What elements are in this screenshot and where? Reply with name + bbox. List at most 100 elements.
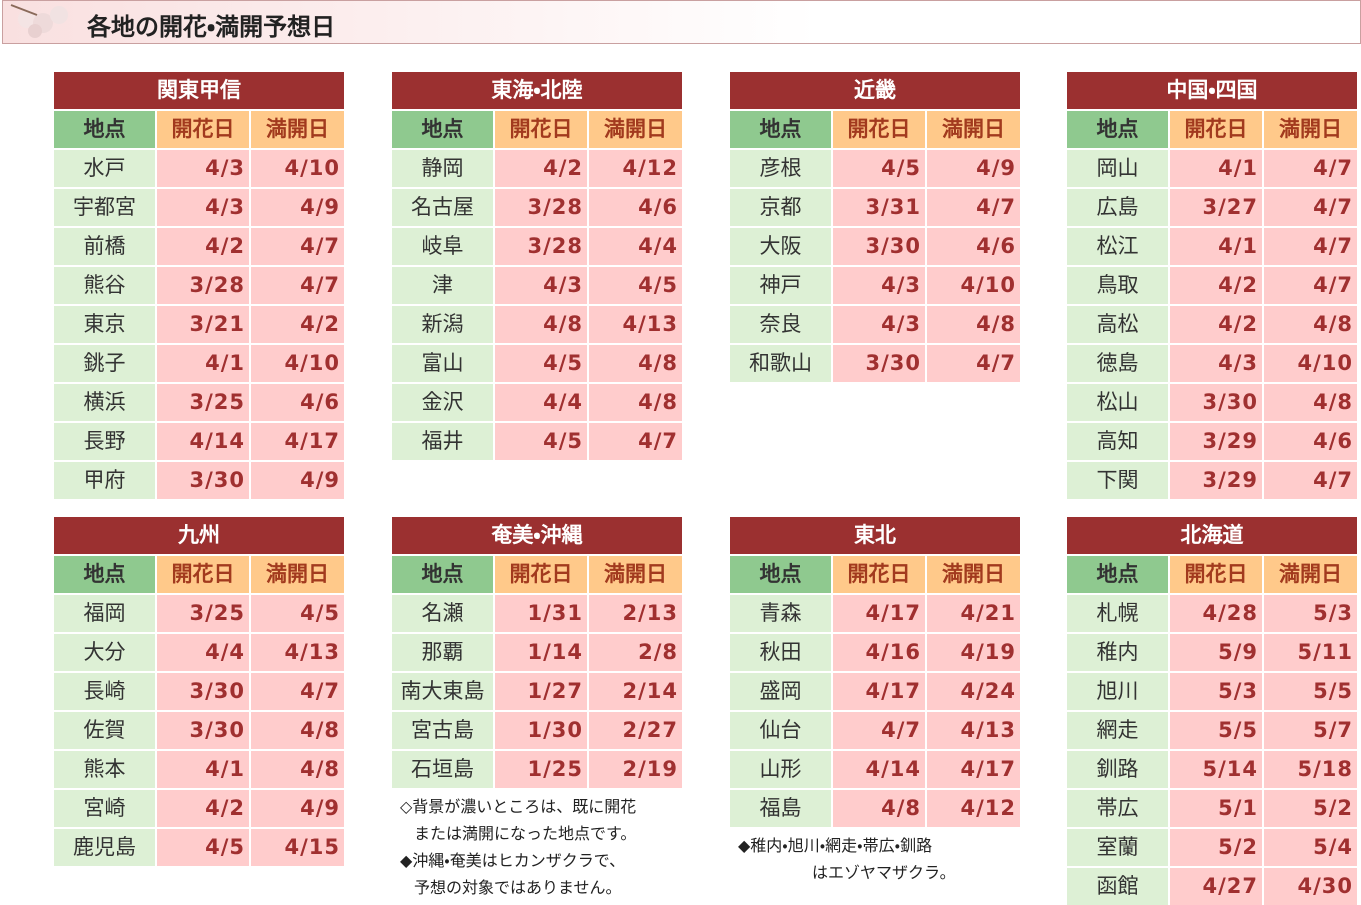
- date-cell: 4/17: [927, 751, 1020, 788]
- date-cell: 3/30: [833, 228, 925, 265]
- date-cell: 3/30: [157, 712, 249, 749]
- date-cell: 4/14: [833, 751, 925, 788]
- date-cell: 4/7: [1264, 189, 1357, 226]
- date-cell: 4/2: [157, 790, 249, 827]
- date-cell: 4/8: [927, 306, 1020, 343]
- date-cell: 4/1: [1170, 150, 1262, 187]
- date-cell: 2/13: [589, 595, 682, 632]
- location-cell: 静岡: [392, 150, 493, 187]
- location-cell: 網走: [1067, 712, 1168, 749]
- date-cell: 3/28: [495, 189, 587, 226]
- region-title: 中国・四国: [1067, 72, 1357, 109]
- date-cell: 4/5: [157, 829, 249, 866]
- date-cell: 4/5: [495, 345, 587, 382]
- location-cell: 下関: [1067, 462, 1168, 499]
- date-cell: 2/14: [589, 673, 682, 710]
- date-cell: 4/2: [495, 150, 587, 187]
- date-cell: 4/21: [927, 595, 1020, 632]
- date-cell: 5/4: [1264, 829, 1357, 866]
- location-cell: 札幌: [1067, 595, 1168, 632]
- date-cell: 4/8: [589, 345, 682, 382]
- column-header: 地点: [1067, 111, 1168, 148]
- location-cell: 熊谷: [54, 267, 155, 304]
- column-header: 地点: [730, 556, 831, 593]
- note: 予想の対象ではありません。: [414, 878, 622, 897]
- region-title: 九州: [54, 517, 344, 554]
- location-cell: 横浜: [54, 384, 155, 421]
- date-cell: 5/11: [1264, 634, 1357, 671]
- date-cell: 3/29: [1170, 423, 1262, 460]
- date-cell: 3/29: [1170, 462, 1262, 499]
- column-header: 地点: [1067, 556, 1168, 593]
- date-cell: 1/30: [495, 712, 587, 749]
- column-header: 満開日: [251, 556, 344, 593]
- note: はエゾヤマザクラ。: [812, 863, 956, 882]
- column-header: 開花日: [833, 111, 925, 148]
- date-cell: 1/31: [495, 595, 587, 632]
- date-cell: 3/30: [1170, 384, 1262, 421]
- date-cell: 1/25: [495, 751, 587, 788]
- date-cell: 4/5: [495, 423, 587, 460]
- column-header: 満開日: [589, 556, 682, 593]
- location-cell: 金沢: [392, 384, 493, 421]
- date-cell: 4/10: [251, 345, 344, 382]
- location-cell: 徳島: [1067, 345, 1168, 382]
- region-title: 北海道: [1067, 517, 1357, 554]
- date-cell: 4/3: [833, 267, 925, 304]
- column-header: 満開日: [1264, 556, 1357, 593]
- date-cell: 4/8: [251, 712, 344, 749]
- date-cell: 4/6: [251, 384, 344, 421]
- date-cell: 4/12: [589, 150, 682, 187]
- location-cell: 宇都宮: [54, 189, 155, 226]
- date-cell: 4/3: [833, 306, 925, 343]
- location-cell: 高松: [1067, 306, 1168, 343]
- date-cell: 4/2: [1170, 306, 1262, 343]
- date-cell: 4/6: [589, 189, 682, 226]
- date-cell: 4/7: [251, 228, 344, 265]
- date-cell: 4/17: [833, 673, 925, 710]
- date-cell: 5/3: [1170, 673, 1262, 710]
- date-cell: 4/4: [495, 384, 587, 421]
- location-cell: 富山: [392, 345, 493, 382]
- date-cell: 4/4: [157, 634, 249, 671]
- date-cell: 5/14: [1170, 751, 1262, 788]
- location-cell: 岡山: [1067, 150, 1168, 187]
- date-cell: 4/9: [927, 150, 1020, 187]
- location-cell: 宮崎: [54, 790, 155, 827]
- date-cell: 4/5: [833, 150, 925, 187]
- location-cell: 旭川: [1067, 673, 1168, 710]
- date-cell: 3/30: [833, 345, 925, 382]
- location-cell: 鹿児島: [54, 829, 155, 866]
- date-cell: 4/14: [157, 423, 249, 460]
- date-cell: 4/13: [589, 306, 682, 343]
- date-cell: 4/27: [1170, 868, 1262, 905]
- location-cell: 津: [392, 267, 493, 304]
- location-cell: 大分: [54, 634, 155, 671]
- date-cell: 4/3: [495, 267, 587, 304]
- date-cell: 4/6: [1264, 423, 1357, 460]
- date-cell: 4/9: [251, 189, 344, 226]
- date-cell: 4/17: [251, 423, 344, 460]
- date-cell: 5/2: [1264, 790, 1357, 827]
- region-title: 関東甲信: [54, 72, 344, 109]
- date-cell: 4/7: [833, 712, 925, 749]
- column-header: 開花日: [157, 556, 249, 593]
- date-cell: 4/1: [157, 751, 249, 788]
- date-cell: 4/17: [833, 595, 925, 632]
- date-cell: 4/8: [1264, 306, 1357, 343]
- date-cell: 4/7: [1264, 150, 1357, 187]
- date-cell: 4/28: [1170, 595, 1262, 632]
- date-cell: 4/7: [1264, 267, 1357, 304]
- note: ◆沖縄・奄美はヒカンザクラで、: [400, 851, 626, 870]
- date-cell: 4/13: [927, 712, 1020, 749]
- location-cell: 秋田: [730, 634, 831, 671]
- column-header: 開花日: [833, 556, 925, 593]
- column-header: 開花日: [1170, 111, 1262, 148]
- date-cell: 5/3: [1264, 595, 1357, 632]
- date-cell: 4/7: [251, 267, 344, 304]
- date-cell: 4/30: [1264, 868, 1357, 905]
- note: または満開になった地点です。: [414, 824, 637, 843]
- note: ◆稚内・旭川・網走・帯広・釧路: [738, 836, 933, 855]
- date-cell: 4/8: [251, 751, 344, 788]
